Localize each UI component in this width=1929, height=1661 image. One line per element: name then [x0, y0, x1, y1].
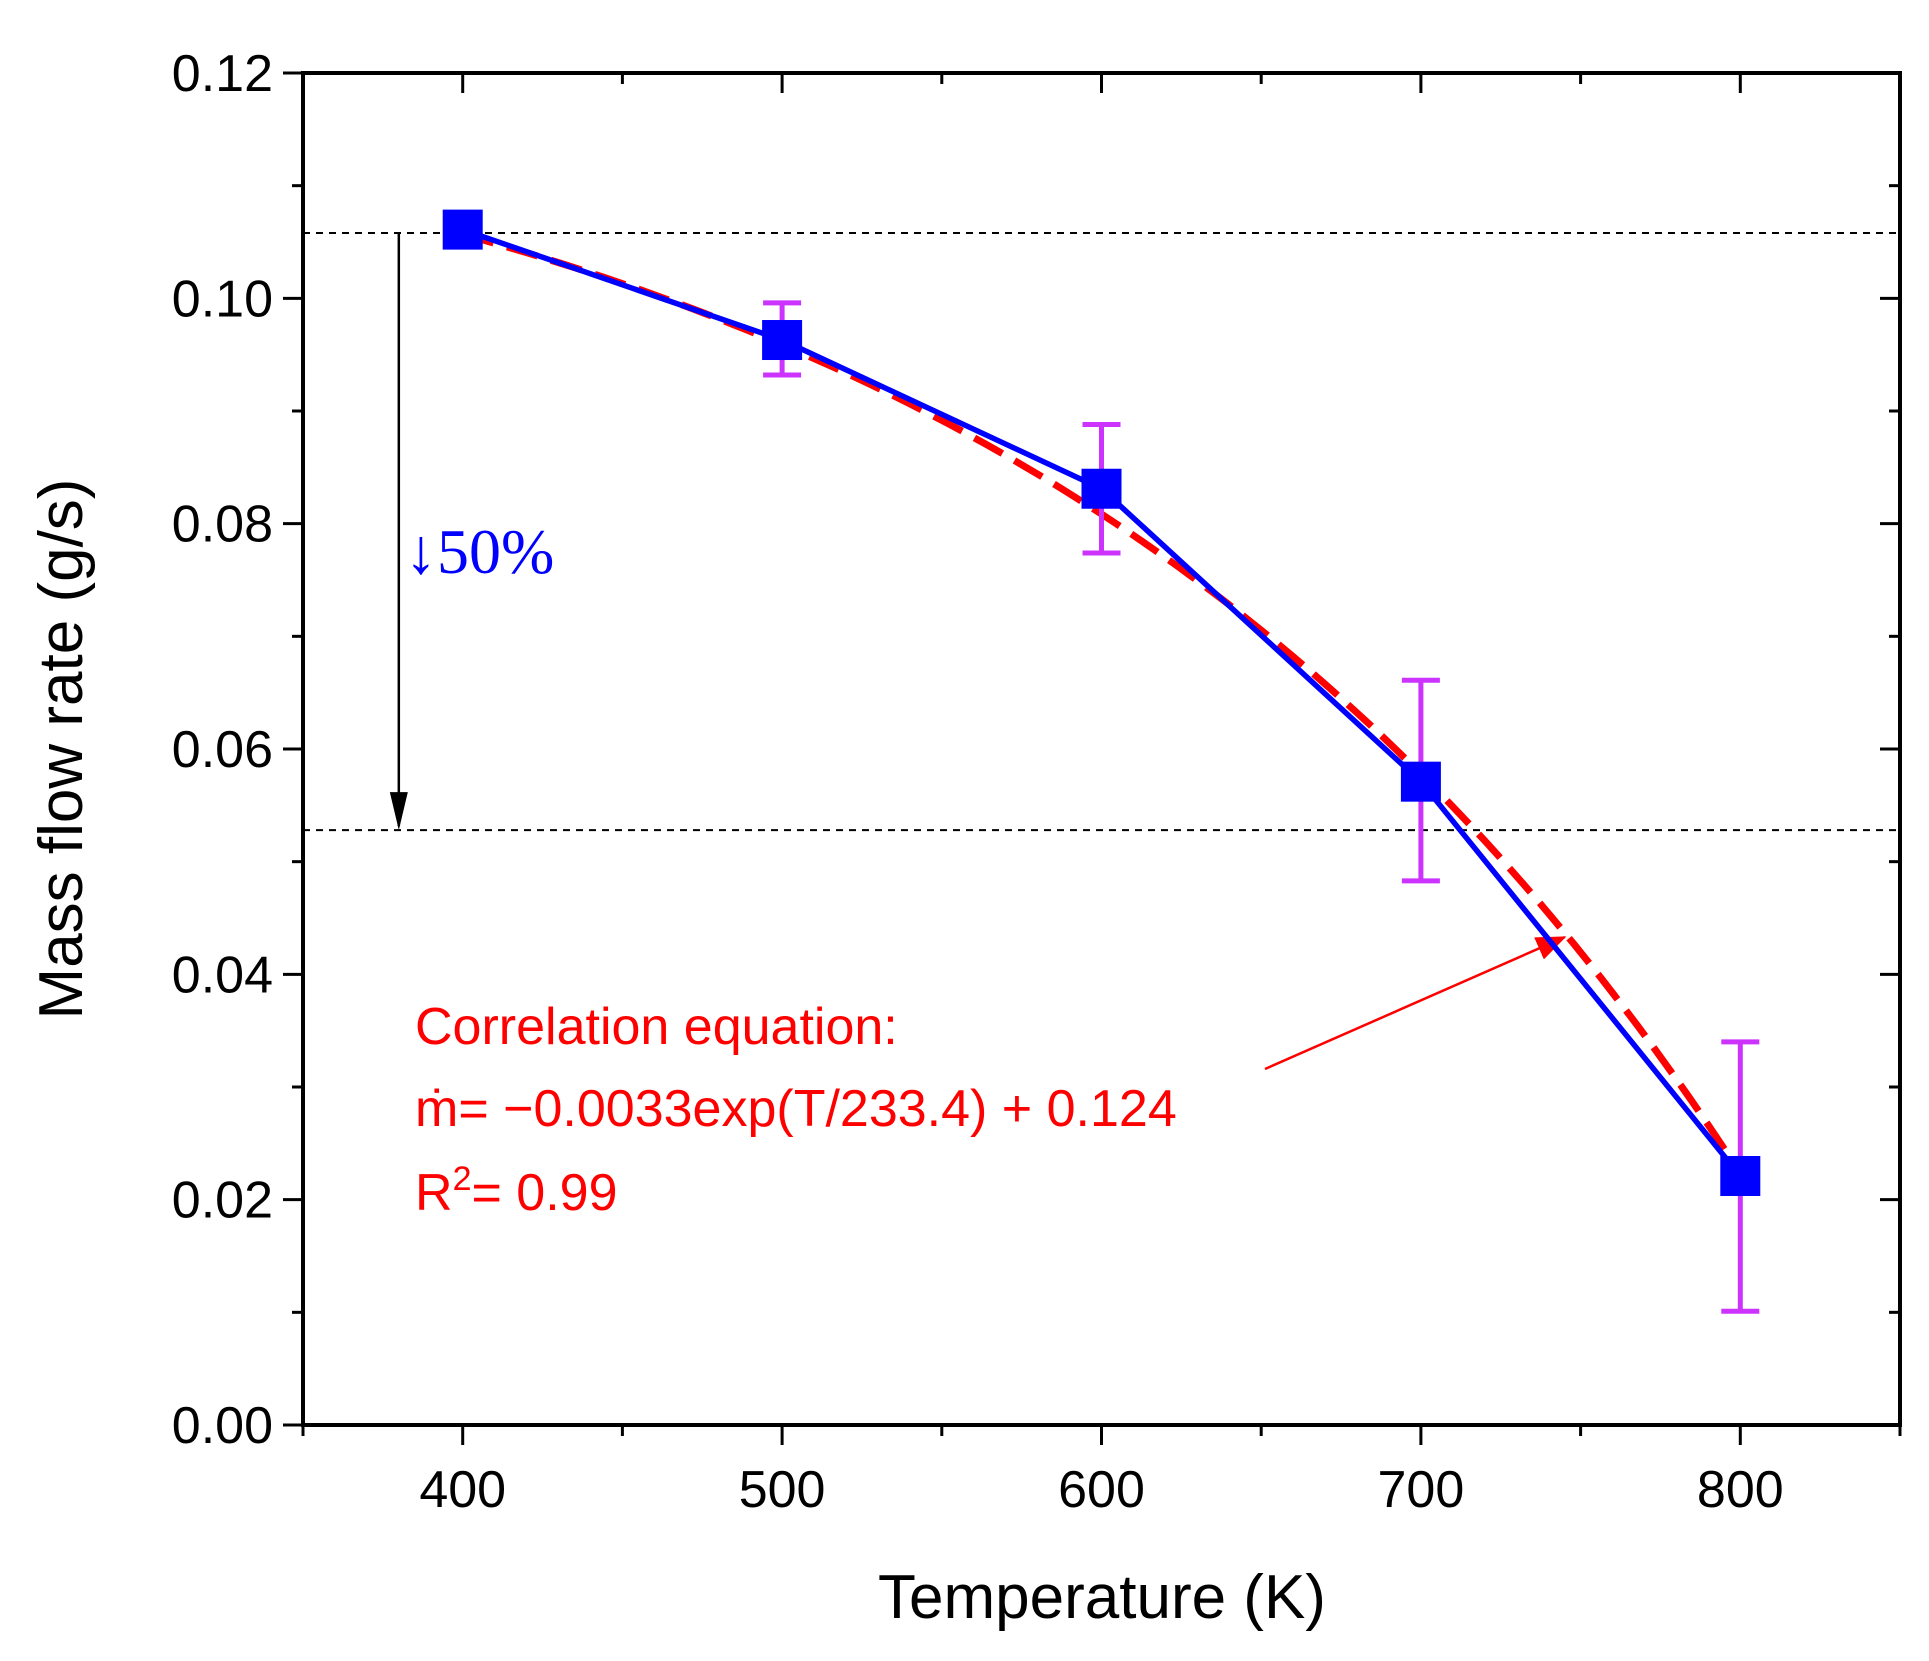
y-axis-title: Mass flow rate (g/s)	[27, 479, 96, 1020]
y-tick-label: 0.00	[172, 1397, 273, 1455]
y-tick-label: 0.10	[172, 270, 273, 328]
x-axis-title: Temperature (K)	[878, 1563, 1326, 1632]
plot-frame	[301, 71, 1902, 1427]
drop-label: ↓50%	[405, 516, 554, 587]
equation-title: Correlation equation:	[415, 998, 898, 1056]
r-squared: R2= 0.99	[415, 1160, 618, 1222]
data-point	[442, 209, 483, 250]
r-squared-symbol: R	[415, 1164, 453, 1222]
x-tick-label: 700	[1378, 1461, 1465, 1519]
data-point	[1081, 468, 1122, 509]
data-point	[762, 320, 803, 361]
equation-text: ṁ= −0.0033exp(T/233.4) + 0.124	[415, 1080, 1177, 1138]
y-tick-label: 0.06	[172, 721, 273, 779]
axis-ticks	[283, 71, 1902, 1445]
data-point	[1400, 761, 1441, 802]
r-squared-superscript: 2	[453, 1160, 472, 1198]
data-point	[1720, 1156, 1761, 1197]
drop-arrow-head	[389, 792, 408, 831]
y-tick-label: 0.04	[172, 946, 273, 1004]
x-tick-label: 400	[419, 1461, 506, 1519]
r-squared-value: = 0.99	[471, 1164, 617, 1222]
x-tick-label: 600	[1058, 1461, 1145, 1519]
x-tick-label: 800	[1697, 1461, 1784, 1519]
y-tick-labels: 0.00 0.02 0.04 0.06 0.08 0.10 0.12	[172, 45, 273, 1455]
reference-lines	[303, 231, 1900, 832]
x-tick-labels: 400 500 600 700 800	[419, 1461, 1783, 1519]
x-tick-label: 500	[739, 1461, 826, 1519]
data-markers	[442, 209, 1761, 1197]
error-bars	[763, 300, 1760, 1314]
y-tick-label: 0.12	[172, 45, 273, 103]
equation-arrow	[1264, 936, 1567, 1071]
y-tick-label: 0.02	[172, 1172, 273, 1230]
y-tick-label: 0.08	[172, 496, 273, 554]
